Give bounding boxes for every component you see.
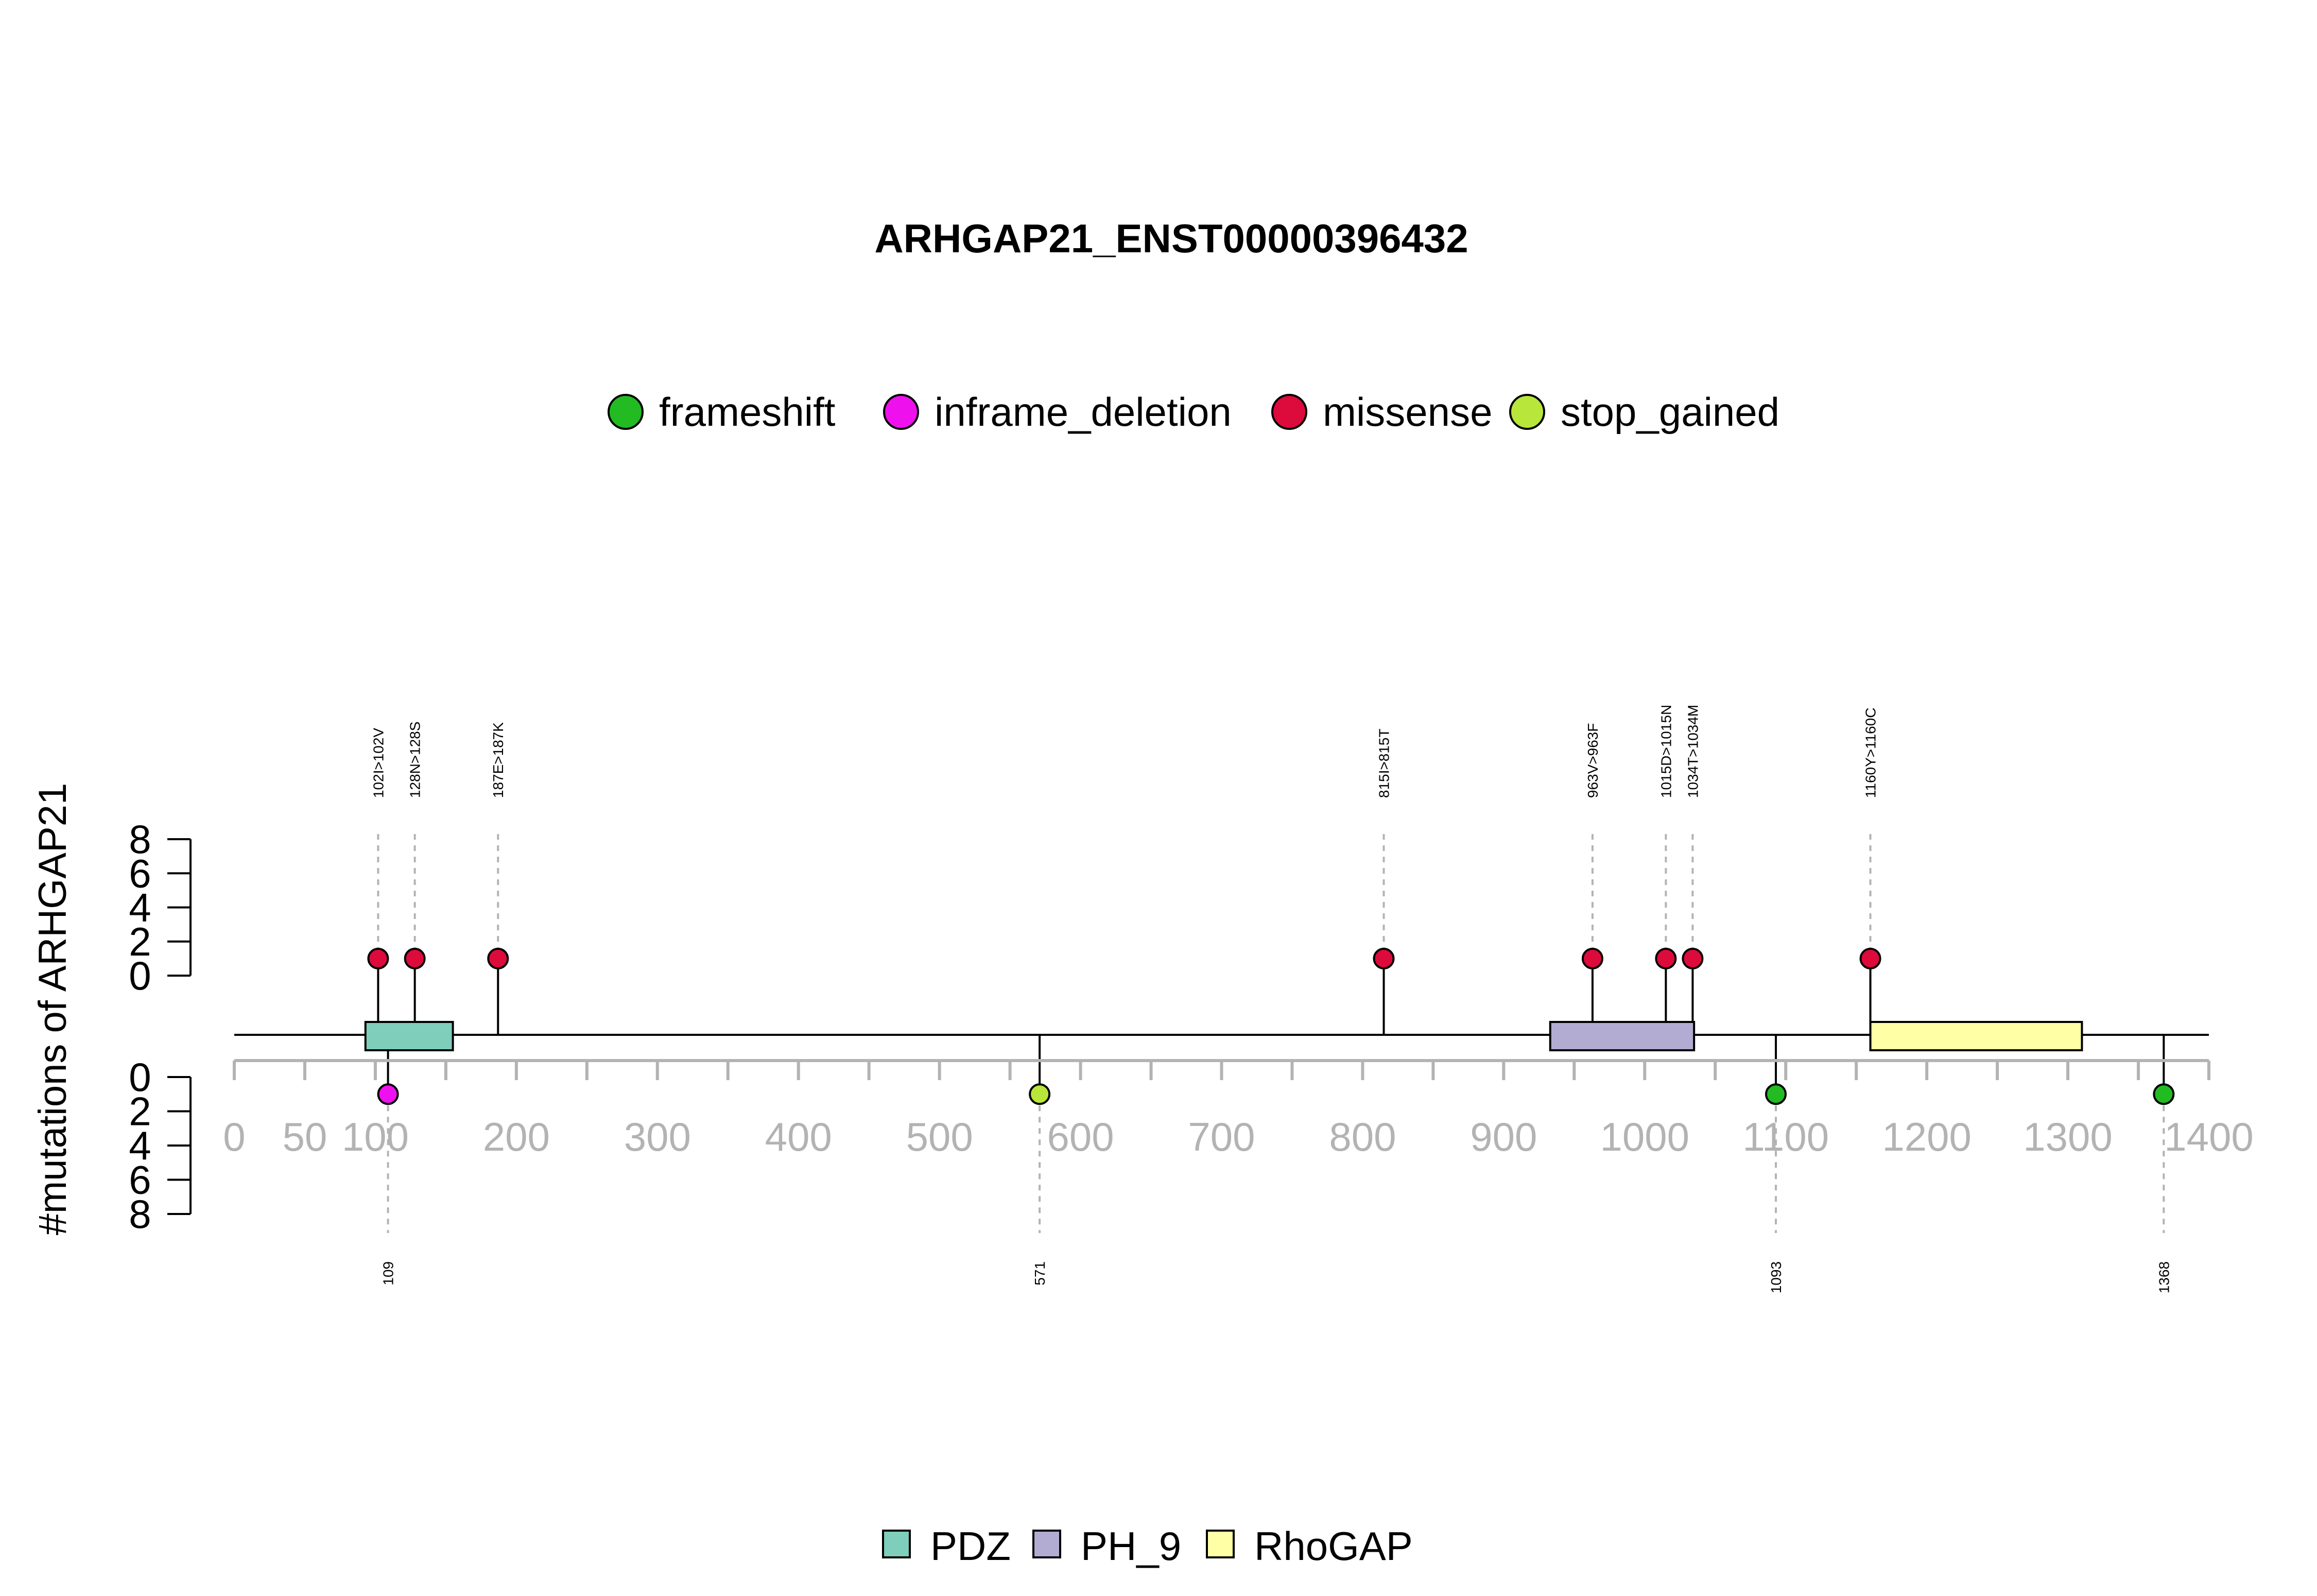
legend-label-PDZ: PDZ [930,1523,1011,1569]
upper-mutation-point [487,947,509,969]
x-tick-label: 1400 [2164,1114,2254,1159]
lower-mutation-point [2153,1083,2175,1105]
legend-label-frameshift: frameshift [659,389,836,435]
upper-mutation-label: 1015D>1015N [1658,705,1674,798]
x-tick-label: 100 [342,1114,409,1159]
upper-mutation-label: 815I>815T [1376,728,1392,798]
lower-y-tick-label: 4 [129,1123,151,1168]
lower-mutation-label: 571 [1032,1261,1048,1286]
lower-y-tick-label: 6 [129,1157,151,1203]
lower-mutation-point [377,1083,399,1105]
upper-mutation-label: 1160Y>1160C [1863,707,1879,798]
domain-RhoGAP [1869,1021,2083,1051]
lower-y-tick-label: 0 [129,1054,151,1100]
x-tick-label: 300 [624,1114,691,1159]
upper-mutation-point [1581,947,1603,969]
upper-y-tick-label: 8 [129,817,151,862]
lower-y-tick-label: 8 [129,1191,151,1237]
x-tick-label: 0 [223,1114,245,1159]
x-tick-label: 1100 [1742,1114,1829,1159]
plot-area: 102I>102V 128N>128S 187E>187K 815I>815T 963V… [129,705,2253,1294]
legend-label-stop_gained: stop_gained [1561,389,1779,435]
x-tick-label: 1200 [1882,1114,1972,1159]
upper-y-tick-label: 6 [129,851,151,896]
upper-y-tick-label: 2 [129,919,151,964]
legend-label-missense: missense [1323,389,1492,435]
x-tick-label: 800 [1329,1114,1396,1159]
upper-mutation-label: 128N>128S [407,721,423,798]
x-tick-label: 700 [1188,1114,1255,1159]
legend-label-RhoGAP: RhoGAP [1254,1523,1413,1569]
mutation-legend: frameshift inframe_deletion missense stop_g… [608,389,1779,435]
legend-label-PH_9: PH_9 [1081,1523,1181,1569]
upper-mutation-label: 1034T>1034M [1685,705,1701,798]
legend-marker-missense [1271,394,1307,430]
legend-swatch-RhoGAP [1206,1530,1235,1558]
chart-title: ARHGAP21_ENST00000396432 [874,216,1468,261]
domain-PDZ [364,1021,454,1051]
x-tick-label: 1000 [1600,1114,1690,1159]
x-tick-label: 50 [283,1114,327,1159]
lower-y-tick-label: 2 [129,1089,151,1134]
legend-swatch-PH_9 [1032,1530,1061,1558]
lower-mutation-label: 1368 [2156,1261,2172,1293]
upper-y-tick-label: 4 [129,885,151,930]
lower-mutation-label: 1093 [1768,1261,1784,1293]
x-tick-label: 1300 [2023,1114,2113,1159]
domain-legend: PDZ PH_9 RhoGAP [882,1523,1413,1569]
upper-mutation-label: 187E>187K [490,722,506,798]
upper-mutation-point [1859,947,1881,969]
upper-mutation-point [367,947,389,969]
legend-marker-inframe_deletion [883,394,919,430]
lower-mutation-point [1765,1083,1787,1105]
y-axis-label: #mutations of ARHGAP21 [31,783,75,1236]
x-tick-label: 400 [765,1114,832,1159]
x-tick-label: 900 [1470,1114,1537,1159]
legend-marker-stop_gained [1509,394,1545,430]
x-tick-label: 600 [1047,1114,1114,1159]
upper-mutation-label: 102I>102V [370,727,386,798]
lower-mutation-label: 109 [381,1261,396,1286]
lower-mutation-point [1029,1083,1051,1105]
legend-swatch-PDZ [882,1530,911,1558]
upper-mutation-point [1373,947,1395,969]
upper-y-tick-label: 0 [129,953,151,998]
legend-marker-frameshift [608,394,644,430]
domain-PH_9 [1549,1021,1696,1051]
x-tick-label: 200 [483,1114,550,1159]
x-tick-label: 500 [906,1114,973,1159]
upper-mutation-point [404,947,426,969]
upper-mutation-point [1655,947,1677,969]
legend-label-inframe_deletion: inframe_deletion [935,389,1232,435]
upper-mutation-point [1682,947,1704,969]
upper-mutation-label: 963V>963F [1585,723,1601,798]
